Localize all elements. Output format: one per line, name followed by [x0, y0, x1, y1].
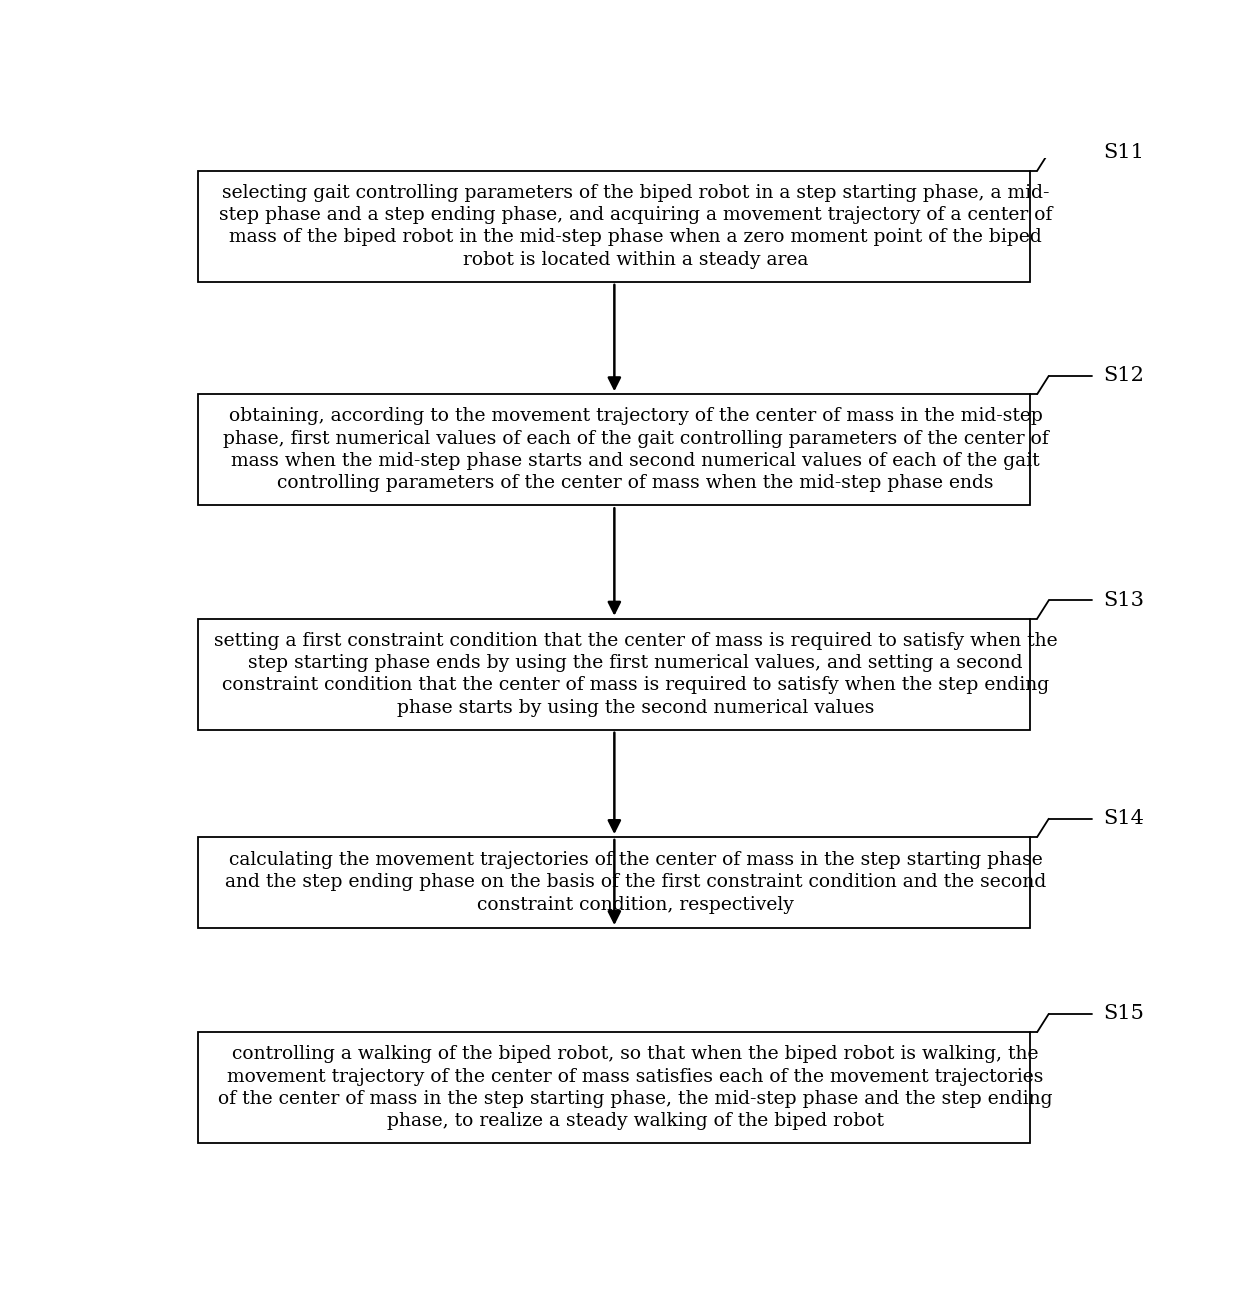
Text: controlling parameters of the center of mass when the mid-step phase ends: controlling parameters of the center of …: [278, 474, 993, 492]
Text: S12: S12: [1104, 366, 1145, 386]
Bar: [198, 618, 1029, 730]
Text: and the step ending phase on the basis of the first constraint condition and the: and the step ending phase on the basis o…: [224, 873, 1047, 892]
Text: step starting phase ends by using the first numerical values, and setting a seco: step starting phase ends by using the fi…: [248, 654, 1023, 672]
Text: controlling a walking of the biped robot, so that when the biped robot is walkin: controlling a walking of the biped robot…: [232, 1045, 1039, 1064]
Text: mass when the mid-step phase starts and second numerical values of each of the g: mass when the mid-step phase starts and …: [231, 452, 1040, 470]
Text: movement trajectory of the center of mass satisfies each of the movement traject: movement trajectory of the center of mas…: [227, 1067, 1044, 1086]
Text: constraint condition, respectively: constraint condition, respectively: [477, 895, 794, 914]
Bar: [198, 836, 1029, 928]
Text: mass of the biped robot in the mid-step phase when a zero moment point of the bi: mass of the biped robot in the mid-step …: [229, 228, 1042, 247]
Text: S11: S11: [1104, 143, 1145, 161]
Text: setting a first constraint condition that the center of mass is required to sati: setting a first constraint condition tha…: [213, 632, 1058, 650]
Text: phase starts by using the second numerical values: phase starts by using the second numeric…: [397, 699, 874, 717]
Text: of the center of mass in the step starting phase, the mid-step phase and the ste: of the center of mass in the step starti…: [218, 1090, 1053, 1108]
Bar: [198, 171, 1029, 282]
Text: calculating the movement trajectories of the center of mass in the step starting: calculating the movement trajectories of…: [228, 851, 1043, 869]
Text: S13: S13: [1104, 591, 1145, 609]
Text: step phase and a step ending phase, and acquiring a movement trajectory of a cen: step phase and a step ending phase, and …: [218, 206, 1053, 225]
Text: robot is located within a steady area: robot is located within a steady area: [463, 251, 808, 269]
Text: phase, to realize a steady walking of the biped robot: phase, to realize a steady walking of th…: [387, 1112, 884, 1130]
Text: phase, first numerical values of each of the gait controlling parameters of the : phase, first numerical values of each of…: [223, 429, 1048, 448]
Text: S14: S14: [1104, 809, 1145, 829]
Text: obtaining, according to the movement trajectory of the center of mass in the mid: obtaining, according to the movement tra…: [228, 407, 1043, 425]
Text: S15: S15: [1104, 1004, 1145, 1023]
Bar: [198, 1032, 1029, 1144]
Text: constraint condition that the center of mass is required to satisfy when the ste: constraint condition that the center of …: [222, 676, 1049, 695]
Bar: [198, 394, 1029, 506]
Text: selecting gait controlling parameters of the biped robot in a step starting phas: selecting gait controlling parameters of…: [222, 184, 1049, 202]
